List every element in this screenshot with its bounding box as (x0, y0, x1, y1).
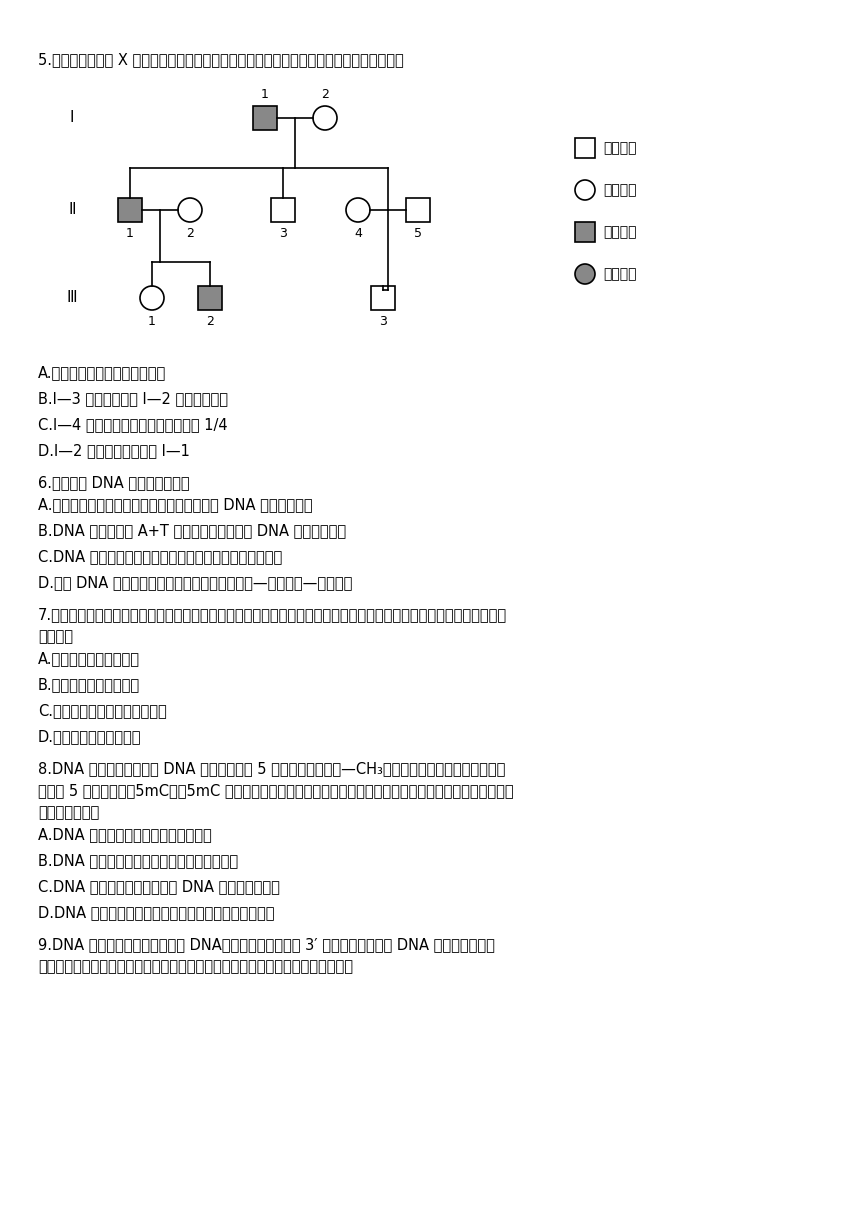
Text: B.DNA 的甲基化都不利于细胞的正常生命活动: B.DNA 的甲基化都不利于细胞的正常生命活动 (38, 852, 238, 868)
Text: 2: 2 (186, 227, 194, 240)
Ellipse shape (178, 198, 202, 223)
Bar (575, 223, 595, 242)
Text: 6.下列关于 DNA 的叙述正确的是: 6.下列关于 DNA 的叙述正确的是 (38, 475, 189, 490)
Text: 正常男性: 正常男性 (603, 141, 636, 154)
Text: Ⅰ: Ⅰ (70, 111, 74, 125)
Text: 7.新型冠状病毒侵染人体肺部细胞后，会在肺部细胞内部大量增殖。下列关于子代新型冠状病毒蛋白质外壳合成的描述，: 7.新型冠状病毒侵染人体肺部细胞后，会在肺部细胞内部大量增殖。下列关于子代新型冠… (38, 607, 507, 623)
Text: 3: 3 (379, 315, 387, 328)
Text: A.不同类型肺炎链球菌致病性有差异的原因是 DNA 空间结构不同: A.不同类型肺炎链球菌致病性有差异的原因是 DNA 空间结构不同 (38, 497, 313, 512)
Ellipse shape (140, 286, 164, 310)
Bar (118, 198, 142, 223)
Bar (253, 106, 277, 130)
Text: 1: 1 (126, 227, 134, 240)
Text: C.场所是新型冠状病毒的核糖体: C.场所是新型冠状病毒的核糖体 (38, 703, 167, 717)
Bar (371, 286, 395, 310)
Text: Ⅲ: Ⅲ (67, 291, 77, 305)
Bar (271, 198, 295, 223)
Text: A.原料来自人体肺部细胞: A.原料来自人体肺部细胞 (38, 651, 140, 666)
Text: 女性患者: 女性患者 (603, 268, 636, 281)
Text: 关叙述错误的是: 关叙述错误的是 (38, 805, 99, 820)
Text: A.该病的遗传总是和性别相关联: A.该病的遗传总是和性别相关联 (38, 365, 166, 379)
Text: 男性患者: 男性患者 (603, 225, 636, 240)
Text: C.DNA 的甲基化修饰可以通过 DNA 复制遗传给后代: C.DNA 的甲基化修饰可以通过 DNA 复制遗传给后代 (38, 879, 280, 894)
Text: C.DNA 复制过程中氢键的断裂和形成都需要相应酶的催化: C.DNA 复制过程中氢键的断裂和形成都需要相应酶的催化 (38, 548, 282, 564)
Text: D.双链 DNA 分子中配对的两个碱基之间通过磷酸—脱氧核糖—磷酸连接: D.双链 DNA 分子中配对的两个碱基之间通过磷酸—脱氧核糖—磷酸连接 (38, 575, 353, 590)
Text: A.DNA 的甲基化后碱基序列未发生改变: A.DNA 的甲基化后碱基序列未发生改变 (38, 827, 212, 841)
Text: 8.DNA 的甲基化通常是指 DNA 链上胞嘧啶第 5 位碳原子和甲基（—CH₃）间的共价结合，胞嘧啶由此被: 8.DNA 的甲基化通常是指 DNA 链上胞嘧啶第 5 位碳原子和甲基（—CH₃… (38, 761, 506, 776)
Text: D.DNA 的甲基化通过调控基因的表达可能直接影响性状: D.DNA 的甲基化通过调控基因的表达可能直接影响性状 (38, 905, 274, 921)
Text: 1: 1 (148, 315, 156, 328)
Text: 9.DNA 聚合酶不能从头开始合成 DNA，只能从已有片段的 3′ 端开始延伸，所以 DNA 复制过程中需要: 9.DNA 聚合酶不能从头开始合成 DNA，只能从已有片段的 3′ 端开始延伸，… (38, 938, 494, 952)
Bar (575, 137, 595, 158)
Text: D.I—2 的致病基因来自于 I—1: D.I—2 的致病基因来自于 I—1 (38, 443, 190, 458)
Text: 5: 5 (414, 227, 422, 240)
Text: 正常女性: 正常女性 (603, 182, 636, 197)
Text: D.模板来自人体肺部细胞: D.模板来自人体肺部细胞 (38, 730, 142, 744)
Text: 修饰为 5 甲基胞嘧啶（5mC），5mC 仍然能够与鸟嘧啶互补配对，甲基化后可能对基因的表达产生影响。下列相: 修饰为 5 甲基胞嘧啶（5mC），5mC 仍然能够与鸟嘧啶互补配对，甲基化后可能… (38, 783, 513, 798)
Bar (406, 198, 430, 223)
Text: 4: 4 (354, 227, 362, 240)
Bar (198, 286, 222, 310)
Text: 2: 2 (321, 88, 329, 101)
Text: Ⅱ: Ⅱ (68, 203, 76, 218)
Text: 正确的是: 正确的是 (38, 629, 73, 644)
Text: B.I—3 表现正常说明 I—2 不含致病基因: B.I—3 表现正常说明 I—2 不含致病基因 (38, 392, 228, 406)
Text: C.I—4 生育出患血友病孩子的概率为 1/4: C.I—4 生育出患血友病孩子的概率为 1/4 (38, 417, 228, 432)
Ellipse shape (313, 106, 337, 130)
Text: 1: 1 (261, 88, 269, 101)
Text: 5.已知血友病为伴 X 染色体隐性遗传病，下图为某血友病患者的家系图。有关分析错误的是: 5.已知血友病为伴 X 染色体隐性遗传病，下图为某血友病患者的家系图。有关分析错… (38, 52, 403, 67)
Ellipse shape (346, 198, 370, 223)
Text: B.能量来自新型冠状病毒: B.能量来自新型冠状病毒 (38, 677, 140, 692)
Text: 2: 2 (206, 315, 214, 328)
Ellipse shape (575, 180, 595, 199)
Text: B.DNA 分子中碱基 A+T 的比例不同，体现了 DNA 分子的特异性: B.DNA 分子中碱基 A+T 的比例不同，体现了 DNA 分子的特异性 (38, 523, 346, 537)
Ellipse shape (575, 264, 595, 285)
Text: 3: 3 (279, 227, 287, 240)
Text: 一小段核苷酸单链作为引物先与模板链互补配对，如下图所示。下列叙述错误的是: 一小段核苷酸单链作为引物先与模板链互补配对，如下图所示。下列叙述错误的是 (38, 959, 353, 974)
